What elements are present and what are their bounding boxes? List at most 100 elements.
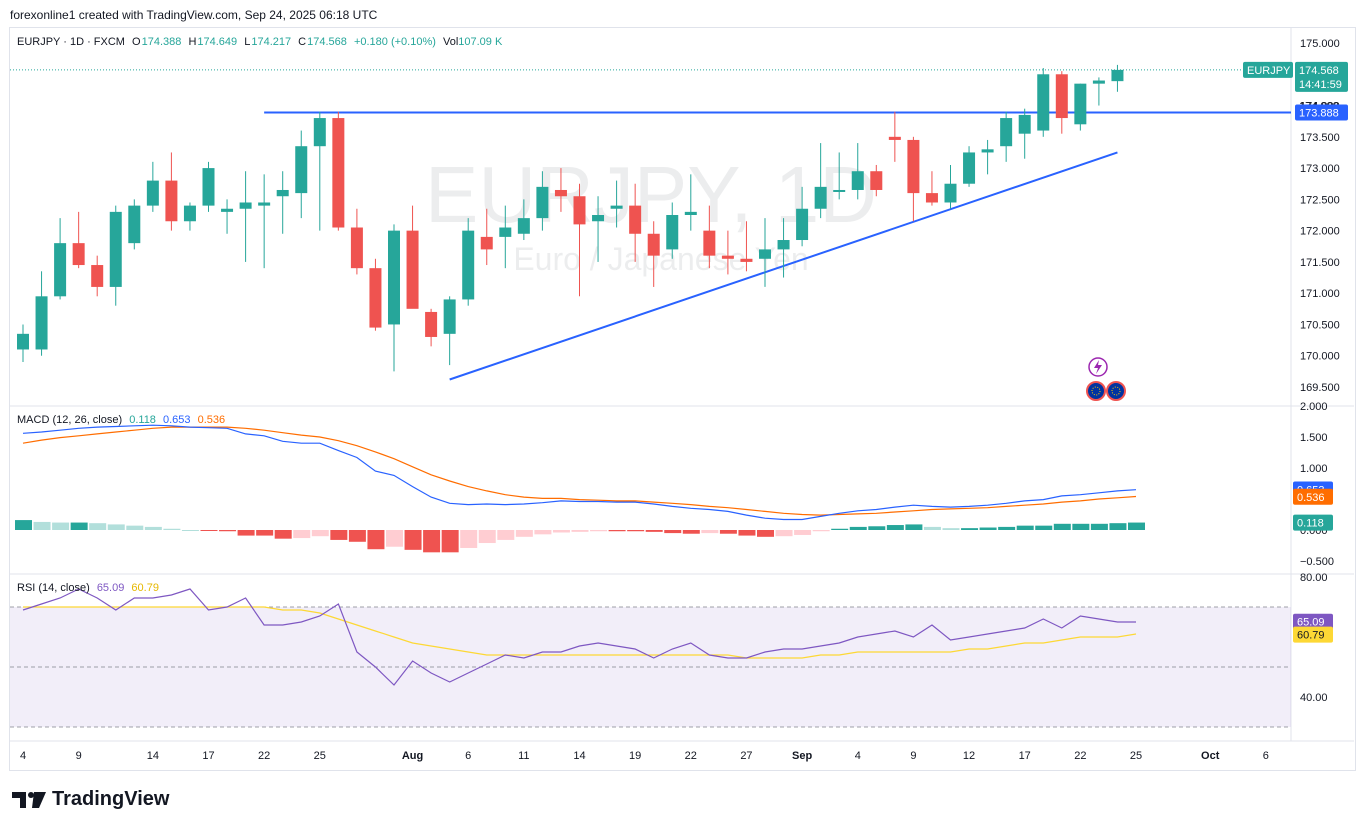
macd-histogram-bar: [775, 530, 793, 537]
candle[interactable]: [870, 164, 883, 197]
candle[interactable]: [907, 136, 920, 222]
candle[interactable]: [1037, 68, 1050, 137]
candle[interactable]: [1092, 77, 1105, 106]
candle[interactable]: [406, 205, 419, 309]
candle[interactable]: [963, 146, 976, 187]
candle[interactable]: [517, 199, 530, 241]
macd-hist-value: 0.118: [129, 414, 156, 426]
candle-body: [109, 211, 122, 287]
macd-histogram-bar: [497, 530, 515, 540]
candle[interactable]: [72, 211, 85, 269]
change-value: +0.180 (+0.10%): [353, 36, 436, 48]
candle[interactable]: [146, 161, 159, 212]
candle-body: [981, 149, 994, 153]
macd-histogram-bar: [1090, 523, 1108, 530]
macd-histogram-bar: [571, 530, 589, 532]
candle[interactable]: [332, 111, 345, 231]
candle[interactable]: [759, 218, 771, 287]
candle[interactable]: [666, 202, 679, 259]
candle[interactable]: [313, 111, 326, 231]
hist-value-badge[interactable]: 0.118: [1293, 514, 1333, 531]
candle-body: [276, 189, 289, 197]
signal-value-badge[interactable]: 0.536: [1293, 488, 1333, 505]
candle-body: [796, 208, 809, 241]
candle-body: [554, 189, 567, 197]
candle[interactable]: [610, 180, 623, 228]
candle[interactable]: [480, 208, 493, 266]
candle[interactable]: [573, 183, 586, 297]
candle[interactable]: [554, 168, 567, 212]
candle[interactable]: [35, 271, 48, 356]
candle[interactable]: [202, 161, 215, 212]
price-axis-tick: 175.000: [1300, 38, 1340, 50]
candle[interactable]: [91, 255, 104, 297]
rsi-title[interactable]: RSI (14, close): [17, 582, 90, 594]
candle[interactable]: [925, 171, 938, 206]
candle[interactable]: [777, 218, 790, 278]
macd-histogram-bar: [219, 530, 237, 532]
candle[interactable]: [350, 208, 363, 275]
last-price-badge[interactable]: 174.568 14:41:59: [1295, 61, 1348, 92]
volume-label: Vol: [442, 36, 459, 48]
candle-body: [666, 215, 679, 250]
candle[interactable]: [499, 205, 512, 269]
candle[interactable]: [851, 143, 864, 200]
macd-histogram-bar: [831, 528, 849, 530]
candle[interactable]: [629, 183, 642, 262]
candle[interactable]: [981, 139, 994, 175]
candle[interactable]: [1111, 64, 1124, 92]
candle[interactable]: [721, 230, 734, 275]
candle-body: [295, 146, 308, 194]
candle[interactable]: [295, 130, 308, 219]
candle[interactable]: [833, 152, 846, 200]
candle[interactable]: [888, 111, 901, 162]
rsi-value-badge[interactable]: 65.09: [1293, 613, 1333, 630]
candle[interactable]: [1018, 108, 1031, 159]
candle[interactable]: [1055, 71, 1068, 134]
candle-body: [814, 186, 827, 209]
candle[interactable]: [183, 202, 196, 231]
candle[interactable]: [239, 171, 252, 262]
candle[interactable]: [258, 174, 271, 269]
candle[interactable]: [462, 218, 475, 306]
candle[interactable]: [1074, 83, 1087, 131]
candle[interactable]: [740, 221, 753, 272]
candle[interactable]: [703, 205, 716, 269]
candle[interactable]: [536, 171, 549, 231]
candle[interactable]: [425, 308, 438, 347]
candle[interactable]: [814, 143, 827, 219]
candle[interactable]: [592, 196, 605, 262]
candle[interactable]: [54, 218, 67, 300]
chart-frame: [9, 27, 1356, 771]
symbol-badge[interactable]: EURJPY: [1243, 61, 1293, 78]
candle[interactable]: [1000, 111, 1013, 162]
candle[interactable]: [17, 324, 29, 362]
time-axis-tick: 17: [1019, 750, 1031, 762]
candle[interactable]: [388, 224, 400, 372]
flash-icon[interactable]: [1088, 357, 1108, 377]
candle[interactable]: [443, 296, 456, 366]
macd-histogram-bar: [961, 528, 979, 530]
candle[interactable]: [369, 258, 382, 331]
macd-histogram-bar: [1109, 523, 1127, 530]
macd-title[interactable]: MACD (12, 26, close): [17, 414, 123, 426]
level-badge[interactable]: 173.888: [1295, 104, 1348, 121]
macd-histogram-bar: [441, 530, 459, 553]
candle[interactable]: [647, 221, 660, 287]
macd-histogram-bar: [998, 526, 1016, 530]
macd-histogram-bar: [274, 530, 292, 539]
candle[interactable]: [128, 199, 141, 250]
symbol-name[interactable]: EURJPY · 1D · FXCM: [17, 36, 125, 48]
tradingview-logo[interactable]: TradingView: [12, 788, 169, 811]
candle[interactable]: [276, 171, 289, 234]
rsi-ma-value-badge[interactable]: 60.79: [1293, 626, 1333, 643]
candle[interactable]: [684, 174, 697, 231]
candle[interactable]: [109, 205, 122, 306]
candle[interactable]: [221, 199, 234, 234]
candle-body: [258, 202, 271, 206]
hist-value-badge-bg: [1293, 514, 1333, 531]
candle[interactable]: [796, 186, 809, 247]
candle[interactable]: [165, 152, 178, 231]
candle[interactable]: [944, 164, 957, 209]
